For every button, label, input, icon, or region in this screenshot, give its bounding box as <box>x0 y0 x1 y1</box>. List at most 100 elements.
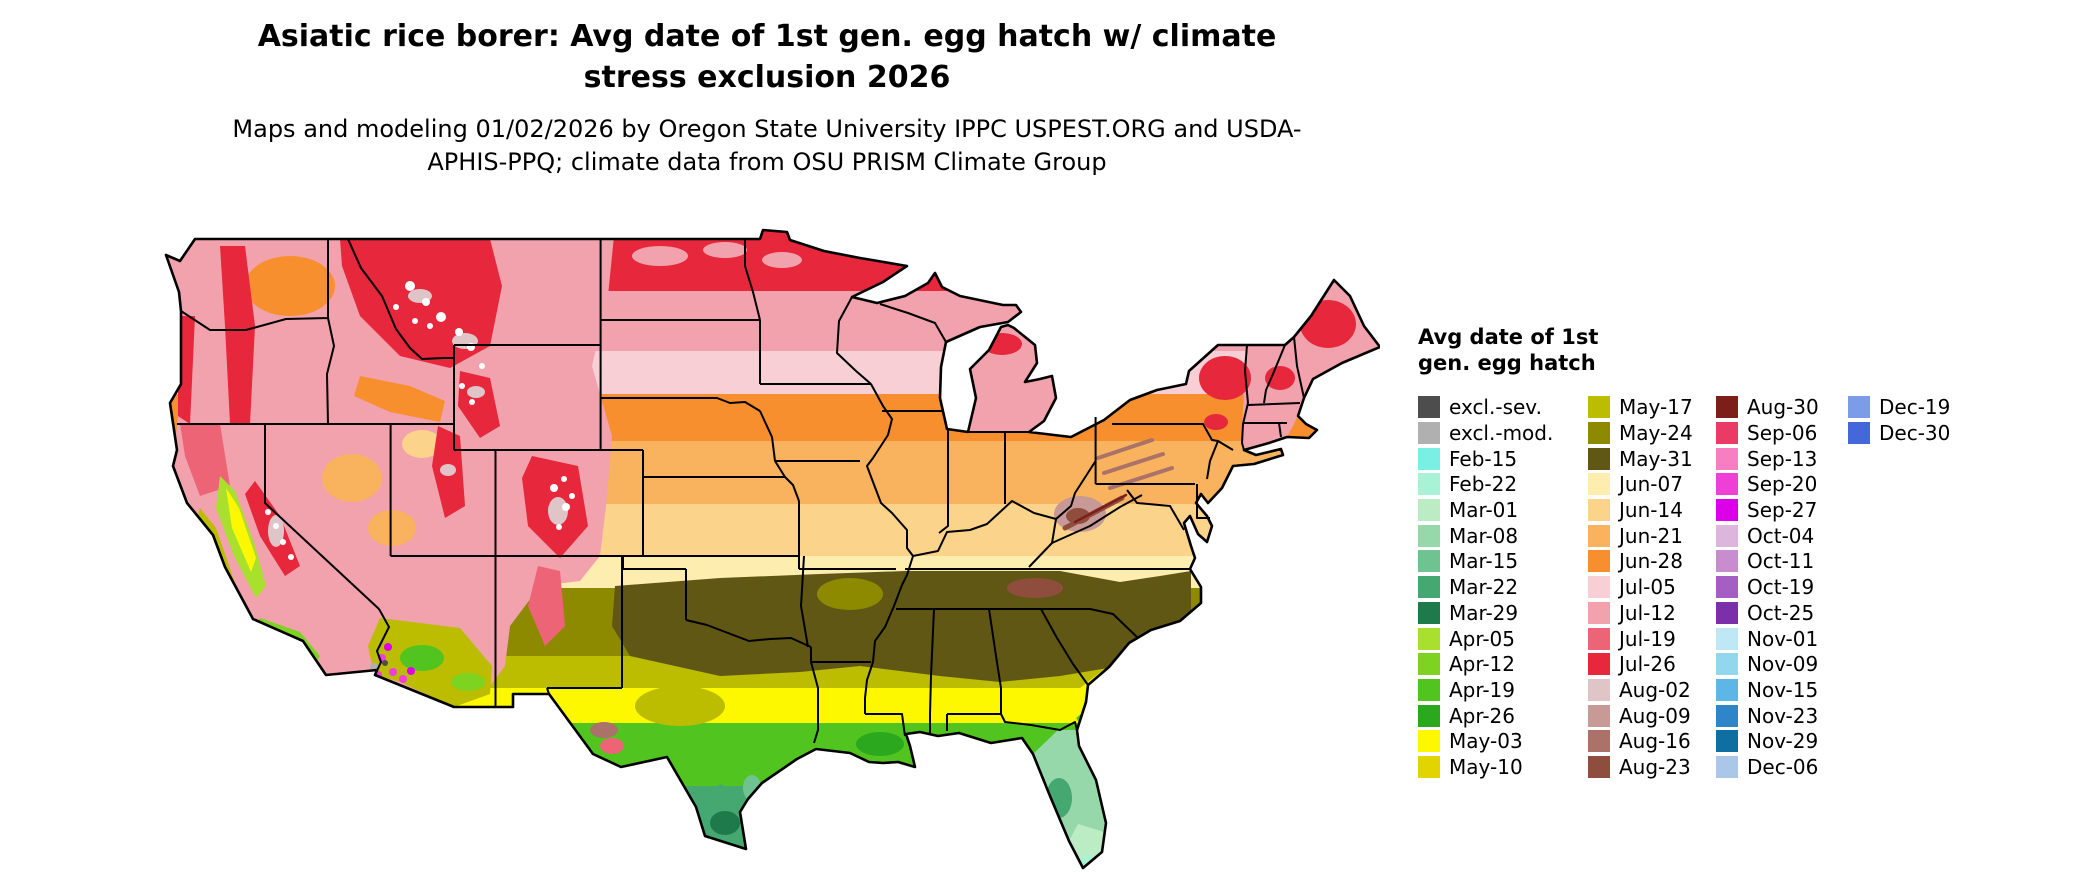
patch-mtn-pink <box>440 464 456 476</box>
legend-swatch <box>1716 396 1738 419</box>
region-smokies <box>1007 578 1063 598</box>
legend-swatch <box>1716 447 1738 470</box>
region-big-bend <box>600 738 624 754</box>
band-mar-22 <box>166 786 1380 868</box>
region-arizona-green-1 <box>400 645 444 671</box>
legend-row: May-10 <box>1418 754 1588 780</box>
region-cascades <box>220 246 255 424</box>
legend-row: excl.-mod. <box>1418 420 1588 446</box>
legend-swatch <box>1588 653 1610 676</box>
region-central-valley-core <box>226 488 256 572</box>
region-south-texas-core <box>710 811 740 835</box>
legend-label: May-03 <box>1449 729 1523 754</box>
legend-row: excl.-sev. <box>1418 395 1588 421</box>
state-borders-central <box>759 296 1191 744</box>
legend-row: Aug-30 <box>1716 395 1848 421</box>
legend-row: Nov-29 <box>1716 728 1848 754</box>
legend-swatch <box>1418 473 1440 496</box>
state-borders-west <box>177 238 812 707</box>
legend-swatch <box>1418 704 1440 727</box>
legend: Avg date of 1st gen. egg hatch excl.-sev… <box>1418 324 2078 780</box>
legend-row: Nov-15 <box>1716 677 1848 703</box>
legend-swatch <box>1716 422 1738 445</box>
region-columbia-plateau <box>245 256 335 316</box>
legend-swatch <box>1418 499 1440 522</box>
legend-label: Mar-15 <box>1449 549 1519 574</box>
legend-label: Mar-08 <box>1449 523 1519 548</box>
speck-exclusion-severe <box>382 660 388 666</box>
legend-row: Mar-29 <box>1418 600 1588 626</box>
legend-swatch <box>1418 576 1440 599</box>
legend-label: Dec-06 <box>1747 754 1819 779</box>
legend-label: Aug-23 <box>1619 754 1691 779</box>
legend-row: Mar-22 <box>1418 574 1588 600</box>
legend-row: May-17 <box>1588 395 1716 421</box>
legend-column: May-17 May-24 May-31 Jun-07 Jun-14 Jun-21 Jun-… <box>1588 395 1716 780</box>
legend-swatch <box>1716 499 1738 522</box>
region-white-mountains <box>1265 366 1295 390</box>
patch-mtn-pink <box>467 386 485 398</box>
legend-row: Nov-23 <box>1716 703 1848 729</box>
patch-mtn-white <box>265 281 575 560</box>
legend-label: Apr-26 <box>1449 703 1515 728</box>
legend-label: Nov-01 <box>1747 626 1819 651</box>
patch-mtn-pink <box>548 497 568 525</box>
legend-row: Apr-26 <box>1418 703 1588 729</box>
legend-label: Nov-29 <box>1747 729 1819 754</box>
legend-label: Apr-12 <box>1449 652 1515 677</box>
header: Asiatic rice borer: Avg date of 1st gen.… <box>0 16 1534 180</box>
legend-label: Sep-13 <box>1747 446 1818 471</box>
legend-row: Jun-21 <box>1588 523 1716 549</box>
legend-row: May-03 <box>1418 728 1588 754</box>
legend-swatch <box>1588 550 1610 573</box>
page-subtitle: Maps and modeling 01/02/2026 by Oregon S… <box>232 114 1302 177</box>
legend-swatch <box>1588 524 1610 547</box>
region-snake-plain <box>354 376 445 422</box>
legend-label: Aug-09 <box>1619 703 1691 728</box>
patch-border-pink <box>762 252 802 268</box>
legend-row: May-24 <box>1588 420 1716 446</box>
state-borders-east <box>946 336 1305 731</box>
legend-title: Avg date of 1st gen. egg hatch <box>1418 325 1599 376</box>
legend-label: Apr-05 <box>1449 626 1515 651</box>
legend-row: Sep-06 <box>1716 420 1848 446</box>
region-louisiana-delta <box>856 732 904 756</box>
legend-label: Jul-19 <box>1619 626 1676 651</box>
legend-swatch <box>1588 396 1610 419</box>
legend-label: Mar-01 <box>1449 498 1519 523</box>
legend-row: Sep-27 <box>1716 497 1848 523</box>
legend-label: Jul-12 <box>1619 600 1676 625</box>
legend-columns: excl.-sev. excl.-mod. Feb-15 Feb-22 Mar-01 Ma… <box>1418 395 2078 780</box>
legend-swatch <box>1418 653 1440 676</box>
band-may-03 <box>166 688 1380 723</box>
legend-row: Aug-23 <box>1588 754 1716 780</box>
region-may31-belt <box>612 571 1191 682</box>
region-wyoming-ranges <box>458 371 500 438</box>
legend-swatch <box>1716 550 1738 573</box>
legend-swatch <box>1418 755 1440 778</box>
legend-row: Oct-11 <box>1716 549 1848 575</box>
speck-desert-magenta <box>384 643 392 651</box>
legend-swatch <box>1418 447 1440 470</box>
legend-column: Dec-19 Dec-30 <box>1848 395 1968 446</box>
legend-swatch <box>1418 601 1440 624</box>
legend-label: Jun-28 <box>1619 549 1683 574</box>
legend-label: May-17 <box>1619 395 1693 420</box>
region-nevada-basin-1 <box>322 454 382 502</box>
legend-label: Feb-15 <box>1449 446 1518 471</box>
region-adirondacks <box>1199 356 1251 400</box>
legend-row: Jul-05 <box>1588 574 1716 600</box>
legend-swatch <box>1418 422 1440 445</box>
legend-label: Jun-14 <box>1619 498 1683 523</box>
legend-swatch <box>1588 704 1610 727</box>
legend-swatch <box>1418 627 1440 650</box>
legend-swatch <box>1716 755 1738 778</box>
legend-row: Jun-14 <box>1588 497 1716 523</box>
legend-label: May-31 <box>1619 446 1693 471</box>
legend-label: Aug-30 <box>1747 395 1819 420</box>
legend-swatch <box>1716 627 1738 650</box>
region-davis-mountains <box>590 722 618 738</box>
ridge-blue-ridge <box>1073 493 1128 524</box>
legend-label: Nov-09 <box>1747 652 1819 677</box>
